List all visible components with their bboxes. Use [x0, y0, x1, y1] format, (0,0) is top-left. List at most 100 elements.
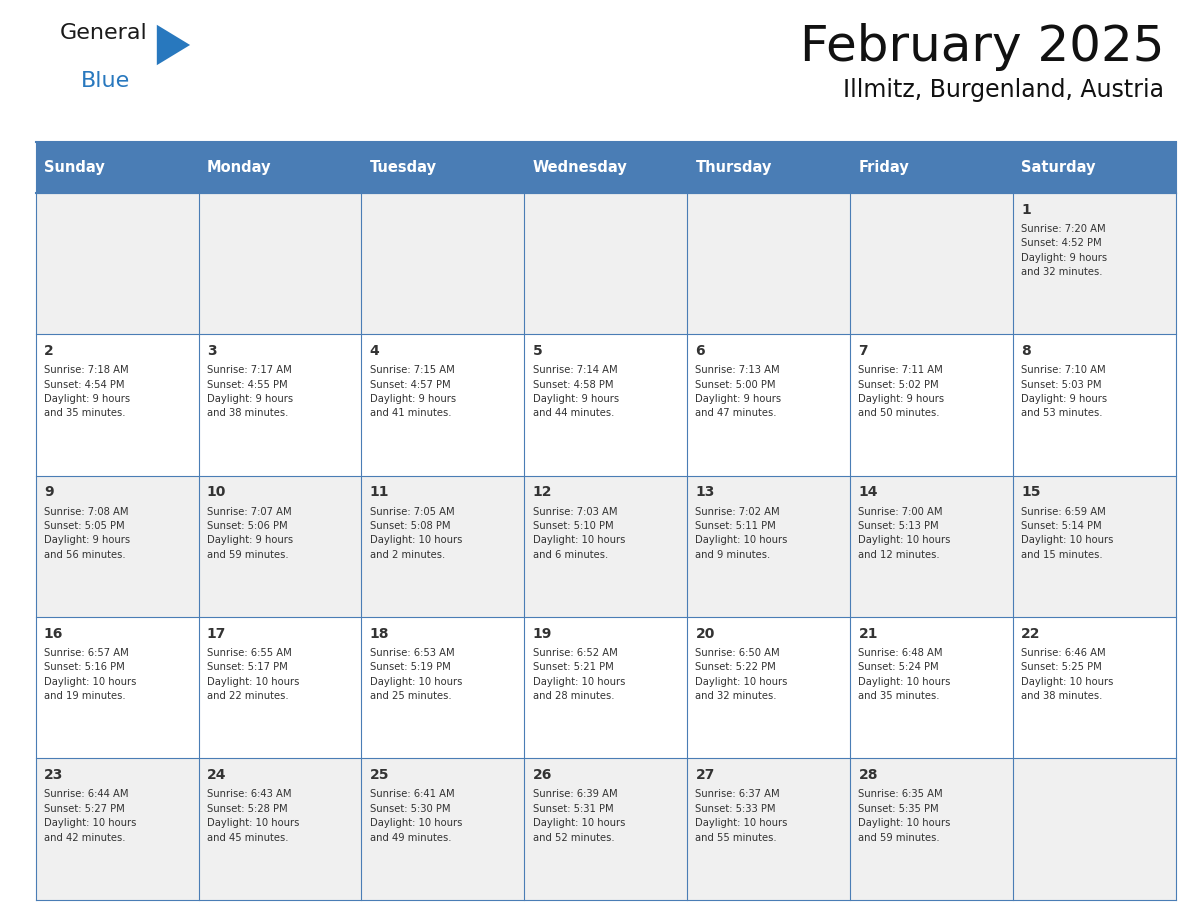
- Bar: [1013, 758, 1176, 900]
- Bar: [361, 476, 524, 617]
- Bar: [851, 476, 1013, 617]
- Text: Blue: Blue: [81, 71, 129, 91]
- Bar: [688, 476, 851, 617]
- Text: 15: 15: [1022, 486, 1041, 499]
- Text: 7: 7: [859, 344, 868, 358]
- Bar: [1013, 142, 1176, 193]
- Text: 12: 12: [532, 486, 552, 499]
- Bar: [524, 476, 688, 617]
- Text: Illmitz, Burgenland, Austria: Illmitz, Burgenland, Austria: [843, 78, 1164, 102]
- Bar: [1013, 334, 1176, 476]
- Bar: [361, 334, 524, 476]
- Bar: [688, 758, 851, 900]
- Text: 24: 24: [207, 768, 226, 782]
- Text: 5: 5: [532, 344, 542, 358]
- Bar: [851, 142, 1013, 193]
- Bar: [198, 334, 361, 476]
- Bar: [36, 617, 198, 758]
- Text: Sunrise: 7:07 AM
Sunset: 5:06 PM
Daylight: 9 hours
and 59 minutes.: Sunrise: 7:07 AM Sunset: 5:06 PM Dayligh…: [207, 507, 292, 560]
- Text: Sunrise: 6:37 AM
Sunset: 5:33 PM
Daylight: 10 hours
and 55 minutes.: Sunrise: 6:37 AM Sunset: 5:33 PM Dayligh…: [695, 789, 788, 843]
- Bar: [198, 758, 361, 900]
- Text: Monday: Monday: [207, 160, 271, 175]
- Text: 2: 2: [44, 344, 53, 358]
- Text: 18: 18: [369, 627, 390, 641]
- Text: Sunrise: 6:44 AM
Sunset: 5:27 PM
Daylight: 10 hours
and 42 minutes.: Sunrise: 6:44 AM Sunset: 5:27 PM Dayligh…: [44, 789, 137, 843]
- Text: Sunrise: 6:59 AM
Sunset: 5:14 PM
Daylight: 10 hours
and 15 minutes.: Sunrise: 6:59 AM Sunset: 5:14 PM Dayligh…: [1022, 507, 1113, 560]
- Bar: [524, 617, 688, 758]
- Text: Sunrise: 7:08 AM
Sunset: 5:05 PM
Daylight: 9 hours
and 56 minutes.: Sunrise: 7:08 AM Sunset: 5:05 PM Dayligh…: [44, 507, 129, 560]
- Text: Sunrise: 7:20 AM
Sunset: 4:52 PM
Daylight: 9 hours
and 32 minutes.: Sunrise: 7:20 AM Sunset: 4:52 PM Dayligh…: [1022, 224, 1107, 277]
- Text: 9: 9: [44, 486, 53, 499]
- Text: 28: 28: [859, 768, 878, 782]
- Text: Sunrise: 7:17 AM
Sunset: 4:55 PM
Daylight: 9 hours
and 38 minutes.: Sunrise: 7:17 AM Sunset: 4:55 PM Dayligh…: [207, 365, 292, 419]
- Text: Sunrise: 7:13 AM
Sunset: 5:00 PM
Daylight: 9 hours
and 47 minutes.: Sunrise: 7:13 AM Sunset: 5:00 PM Dayligh…: [695, 365, 782, 419]
- Bar: [1013, 476, 1176, 617]
- Text: Sunrise: 6:52 AM
Sunset: 5:21 PM
Daylight: 10 hours
and 28 minutes.: Sunrise: 6:52 AM Sunset: 5:21 PM Dayligh…: [532, 648, 625, 701]
- Text: Sunrise: 6:41 AM
Sunset: 5:30 PM
Daylight: 10 hours
and 49 minutes.: Sunrise: 6:41 AM Sunset: 5:30 PM Dayligh…: [369, 789, 462, 843]
- Text: 27: 27: [695, 768, 715, 782]
- Text: 21: 21: [859, 627, 878, 641]
- Text: Sunrise: 6:50 AM
Sunset: 5:22 PM
Daylight: 10 hours
and 32 minutes.: Sunrise: 6:50 AM Sunset: 5:22 PM Dayligh…: [695, 648, 788, 701]
- Text: 4: 4: [369, 344, 379, 358]
- Text: 6: 6: [695, 344, 706, 358]
- Bar: [688, 617, 851, 758]
- Bar: [688, 334, 851, 476]
- Text: 16: 16: [44, 627, 63, 641]
- Bar: [1013, 617, 1176, 758]
- Text: Sunrise: 7:11 AM
Sunset: 5:02 PM
Daylight: 9 hours
and 50 minutes.: Sunrise: 7:11 AM Sunset: 5:02 PM Dayligh…: [859, 365, 944, 419]
- Bar: [851, 334, 1013, 476]
- Text: February 2025: February 2025: [800, 23, 1164, 71]
- Text: 26: 26: [532, 768, 552, 782]
- Bar: [36, 193, 198, 334]
- Text: Sunrise: 6:55 AM
Sunset: 5:17 PM
Daylight: 10 hours
and 22 minutes.: Sunrise: 6:55 AM Sunset: 5:17 PM Dayligh…: [207, 648, 299, 701]
- Text: Sunrise: 7:14 AM
Sunset: 4:58 PM
Daylight: 9 hours
and 44 minutes.: Sunrise: 7:14 AM Sunset: 4:58 PM Dayligh…: [532, 365, 619, 419]
- Text: 23: 23: [44, 768, 63, 782]
- Text: General: General: [59, 23, 147, 43]
- Text: 11: 11: [369, 486, 390, 499]
- Bar: [36, 334, 198, 476]
- Bar: [361, 617, 524, 758]
- Text: Sunrise: 7:18 AM
Sunset: 4:54 PM
Daylight: 9 hours
and 35 minutes.: Sunrise: 7:18 AM Sunset: 4:54 PM Dayligh…: [44, 365, 129, 419]
- Text: Sunrise: 7:15 AM
Sunset: 4:57 PM
Daylight: 9 hours
and 41 minutes.: Sunrise: 7:15 AM Sunset: 4:57 PM Dayligh…: [369, 365, 456, 419]
- Text: Tuesday: Tuesday: [369, 160, 437, 175]
- Text: Sunday: Sunday: [44, 160, 105, 175]
- Text: 10: 10: [207, 486, 226, 499]
- Bar: [851, 758, 1013, 900]
- Bar: [361, 142, 524, 193]
- Polygon shape: [157, 25, 190, 65]
- Text: Sunrise: 6:43 AM
Sunset: 5:28 PM
Daylight: 10 hours
and 45 minutes.: Sunrise: 6:43 AM Sunset: 5:28 PM Dayligh…: [207, 789, 299, 843]
- Bar: [198, 142, 361, 193]
- Bar: [524, 142, 688, 193]
- Bar: [688, 142, 851, 193]
- Bar: [688, 193, 851, 334]
- Text: Sunrise: 6:35 AM
Sunset: 5:35 PM
Daylight: 10 hours
and 59 minutes.: Sunrise: 6:35 AM Sunset: 5:35 PM Dayligh…: [859, 789, 950, 843]
- Bar: [524, 334, 688, 476]
- Bar: [361, 758, 524, 900]
- Text: Thursday: Thursday: [695, 160, 772, 175]
- Text: Sunrise: 7:02 AM
Sunset: 5:11 PM
Daylight: 10 hours
and 9 minutes.: Sunrise: 7:02 AM Sunset: 5:11 PM Dayligh…: [695, 507, 788, 560]
- Bar: [524, 193, 688, 334]
- Text: Friday: Friday: [859, 160, 909, 175]
- Bar: [851, 617, 1013, 758]
- Text: 17: 17: [207, 627, 226, 641]
- Text: Sunrise: 7:03 AM
Sunset: 5:10 PM
Daylight: 10 hours
and 6 minutes.: Sunrise: 7:03 AM Sunset: 5:10 PM Dayligh…: [532, 507, 625, 560]
- Text: 14: 14: [859, 486, 878, 499]
- Bar: [524, 758, 688, 900]
- Text: Sunrise: 7:10 AM
Sunset: 5:03 PM
Daylight: 9 hours
and 53 minutes.: Sunrise: 7:10 AM Sunset: 5:03 PM Dayligh…: [1022, 365, 1107, 419]
- Bar: [36, 142, 198, 193]
- Text: Saturday: Saturday: [1022, 160, 1095, 175]
- Text: Sunrise: 6:39 AM
Sunset: 5:31 PM
Daylight: 10 hours
and 52 minutes.: Sunrise: 6:39 AM Sunset: 5:31 PM Dayligh…: [532, 789, 625, 843]
- Text: Sunrise: 6:53 AM
Sunset: 5:19 PM
Daylight: 10 hours
and 25 minutes.: Sunrise: 6:53 AM Sunset: 5:19 PM Dayligh…: [369, 648, 462, 701]
- Text: 22: 22: [1022, 627, 1041, 641]
- Text: Sunrise: 6:46 AM
Sunset: 5:25 PM
Daylight: 10 hours
and 38 minutes.: Sunrise: 6:46 AM Sunset: 5:25 PM Dayligh…: [1022, 648, 1113, 701]
- Bar: [198, 193, 361, 334]
- Text: 1: 1: [1022, 203, 1031, 217]
- Text: Wednesday: Wednesday: [532, 160, 627, 175]
- Text: 25: 25: [369, 768, 390, 782]
- Text: Sunrise: 7:05 AM
Sunset: 5:08 PM
Daylight: 10 hours
and 2 minutes.: Sunrise: 7:05 AM Sunset: 5:08 PM Dayligh…: [369, 507, 462, 560]
- Text: 19: 19: [532, 627, 552, 641]
- Bar: [198, 476, 361, 617]
- Text: 20: 20: [695, 627, 715, 641]
- Bar: [1013, 193, 1176, 334]
- Text: Sunrise: 6:48 AM
Sunset: 5:24 PM
Daylight: 10 hours
and 35 minutes.: Sunrise: 6:48 AM Sunset: 5:24 PM Dayligh…: [859, 648, 950, 701]
